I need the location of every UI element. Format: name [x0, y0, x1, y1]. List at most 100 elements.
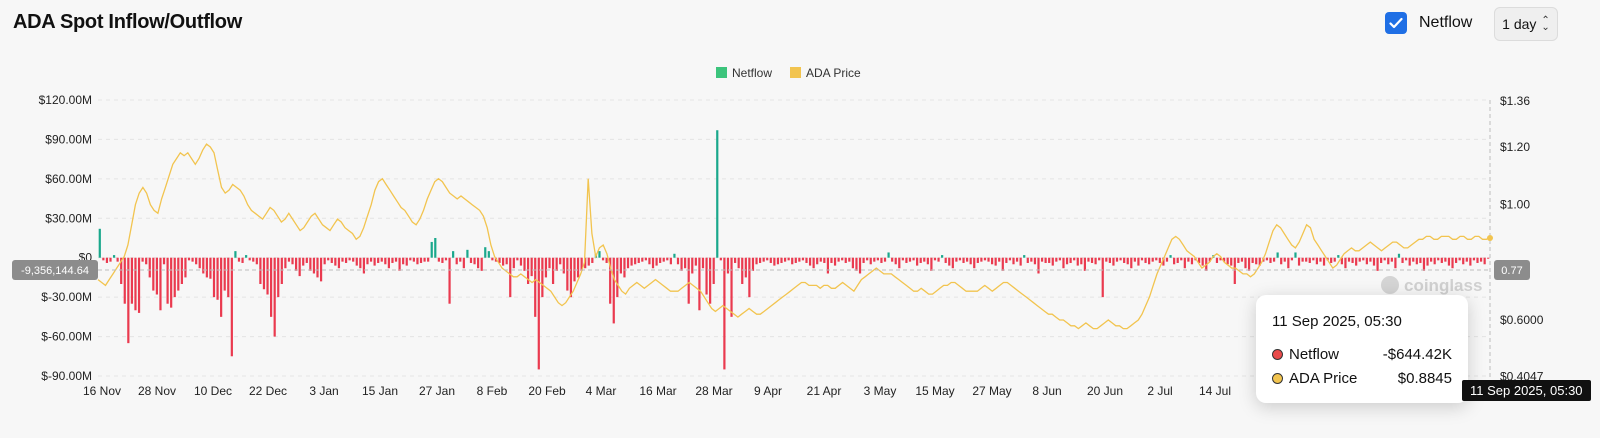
netflow-bar	[1322, 257, 1326, 266]
netflow-bar	[687, 257, 690, 304]
netflow-bar	[983, 257, 987, 261]
netflow-bar	[855, 257, 858, 271]
netflow-bar	[1387, 257, 1390, 265]
x-tick-label: 3 May	[864, 384, 897, 398]
netflow-bar	[605, 257, 608, 263]
netflow-bar	[1383, 257, 1386, 261]
netflow-bar	[409, 257, 412, 261]
netflow-bar	[1173, 257, 1176, 265]
netflow-bar	[680, 257, 683, 271]
netflow-bar	[255, 257, 258, 265]
netflow-bar	[237, 257, 241, 262]
netflow-bar	[1319, 257, 1322, 262]
netflow-bar	[537, 257, 540, 370]
netflow-bar	[1144, 257, 1147, 263]
netflow-bar	[1333, 257, 1336, 262]
netflow-bar	[866, 257, 869, 261]
netflow-bar	[1483, 257, 1486, 265]
netflow-bar	[212, 257, 216, 298]
netflow-bar	[1408, 257, 1411, 266]
netflow-toggle-label: Netflow	[1419, 14, 1473, 31]
netflow-bar	[673, 253, 676, 258]
netflow-bar	[391, 257, 394, 263]
netflow-bars	[98, 130, 1490, 370]
netflow-bar	[1222, 257, 1226, 262]
netflow-bar	[505, 257, 508, 265]
netflow-bar	[394, 257, 398, 262]
netflow-chart[interactable]: Netflow ADA Price coinglass $120.00M $90.0…	[0, 50, 1600, 410]
netflow-toggle[interactable]: Netflow	[1385, 12, 1472, 34]
netflow-bar	[1087, 257, 1090, 262]
x-tick-label: 4 Mar	[586, 384, 617, 398]
netflow-bar	[812, 257, 815, 269]
interval-select[interactable]: 1 day ⌃ ⌄	[1494, 7, 1558, 41]
netflow-bar	[1169, 255, 1172, 258]
netflow-bar	[341, 257, 344, 262]
netflow-bar	[1258, 257, 1261, 266]
netflow-bar	[1401, 257, 1404, 263]
x-tick-label: 20 Feb	[528, 384, 566, 398]
netflow-bar	[1240, 257, 1244, 262]
netflow-bar	[762, 257, 765, 262]
netflow-bar	[284, 257, 287, 269]
netflow-bar	[352, 257, 355, 262]
netflow-bar	[994, 257, 997, 266]
netflow-bar	[837, 257, 840, 262]
netflow-bar	[323, 257, 326, 265]
price-dot-icon	[1272, 373, 1283, 384]
chart-tooltip: 11 Sep 2025, 05:30 Netflow -$644.42K ADA…	[1256, 295, 1468, 403]
netflow-bar	[191, 257, 194, 262]
netflow-bar	[484, 247, 487, 258]
netflow-bar	[609, 257, 612, 304]
netflow-bar	[287, 257, 291, 262]
netflow-bar	[491, 257, 494, 261]
netflow-bar	[1397, 253, 1401, 258]
netflow-bar	[1294, 252, 1297, 258]
left-tick-label: $90.00M	[45, 132, 92, 146]
netflow-bar	[919, 257, 922, 263]
netflow-bar	[1380, 257, 1383, 263]
netflow-bar	[805, 257, 808, 263]
netflow-bar	[170, 257, 173, 308]
netflow-bar	[398, 257, 401, 271]
netflow-bar	[1233, 257, 1236, 284]
netflow-bar	[1133, 257, 1136, 262]
netflow-bar	[926, 257, 929, 265]
right-tick-label: $1.36	[1500, 94, 1530, 108]
crosshair-left-badge	[12, 260, 98, 281]
netflow-bar	[748, 257, 751, 298]
x-tick-label: 20 Jun	[1087, 384, 1123, 398]
netflow-bar	[830, 257, 833, 263]
tooltip-row-netflow: Netflow -$644.42K	[1272, 346, 1452, 363]
netflow-checkbox[interactable]	[1385, 12, 1407, 34]
x-tick-label: 21 Apr	[807, 384, 842, 398]
netflow-bar	[412, 257, 415, 262]
x-tick-label: 27 Jan	[419, 384, 455, 398]
netflow-bar	[962, 257, 965, 263]
netflow-bar	[359, 257, 362, 269]
left-tick-label: $-60.00M	[41, 330, 92, 344]
netflow-bar	[1355, 257, 1358, 266]
netflow-bar	[766, 257, 769, 261]
netflow-bar	[348, 257, 351, 261]
netflow-bar	[751, 257, 755, 271]
netflow-bar	[1130, 257, 1133, 269]
left-tick-label: $30.00M	[45, 211, 92, 225]
netflow-bar	[309, 257, 312, 271]
netflow-bar	[544, 257, 548, 278]
netflow-bar	[569, 257, 573, 298]
netflow-bar	[334, 257, 337, 266]
netflow-bar	[245, 255, 248, 258]
netflow-bar	[1215, 257, 1219, 263]
netflow-bar	[887, 252, 890, 258]
netflow-bar	[973, 257, 976, 269]
netflow-bar	[1487, 257, 1490, 259]
netflow-bar	[1337, 255, 1340, 258]
netflow-bar	[623, 257, 626, 278]
x-tick-label: 22 Dec	[249, 384, 287, 398]
x-tick-label: 27 May	[972, 384, 1011, 398]
netflow-bar	[769, 257, 772, 263]
netflow-bar	[562, 257, 565, 274]
netflow-bar	[509, 257, 512, 298]
netflow-bar	[1301, 257, 1304, 262]
